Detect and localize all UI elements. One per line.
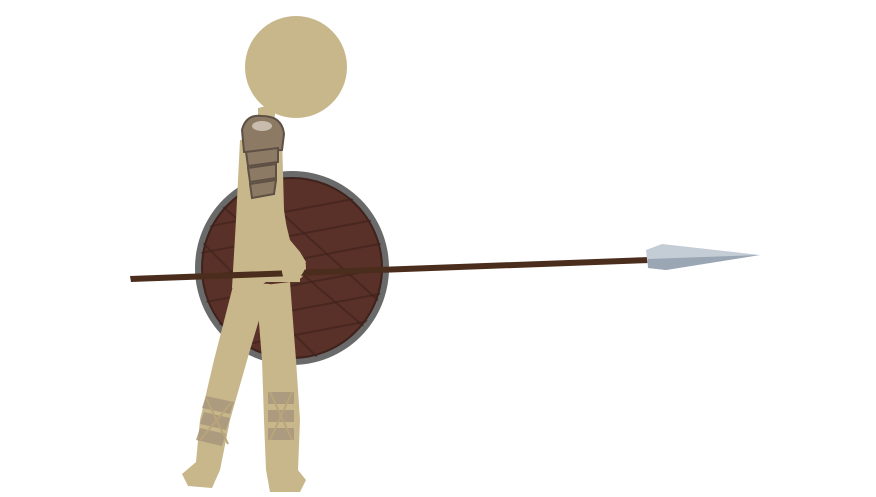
legs — [182, 282, 306, 492]
hand — [281, 259, 306, 282]
head — [245, 16, 347, 126]
shoulder-armor-icon — [240, 114, 286, 200]
spear-icon — [130, 244, 760, 282]
